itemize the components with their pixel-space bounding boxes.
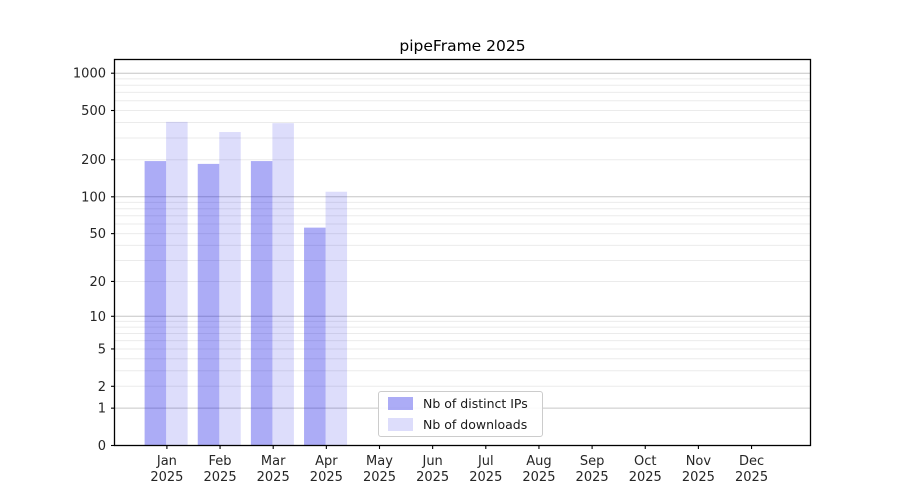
x-tick-label-year: 2025 [310,470,343,485]
axes-spines [113,58,812,447]
bar-distinct-ips-feb [197,163,220,446]
legend-swatch-distinct-ips [388,397,413,410]
y-tick-label: 1 [98,402,106,417]
legend-swatch-downloads [388,418,413,431]
x-tick-label-month: Apr [315,454,338,469]
x-tick-label-month: Jan [156,454,177,469]
x-tick-label-month: Feb [209,454,232,469]
bar-downloads-jan [166,121,188,446]
x-tick-label-year: 2025 [735,470,768,485]
bar-distinct-ips-jan [144,161,167,446]
y-tick-label: 2 [98,380,106,395]
x-tick-label-year: 2025 [576,470,609,485]
y-tick-label: 10 [89,310,106,325]
y-tick-label: 50 [89,227,106,242]
x-tick-label-year: 2025 [682,470,715,485]
bar-downloads-mar [272,123,294,446]
x-tick-label-month: Jul [477,454,494,469]
bar-downloads-apr [325,191,348,446]
x-tick-label-year: 2025 [257,470,290,485]
y-tick-label: 5 [98,342,106,357]
plot-area: 01251020501002005001000Jan2025Feb2025Mar… [73,58,812,485]
legend-label: Nb of downloads [423,417,528,432]
y-tick-label: 100 [81,190,106,205]
legend-label: Nb of distinct IPs [423,396,528,411]
x-tick-label-month: Nov [686,454,712,469]
x-tick-label-year: 2025 [469,470,502,485]
x-tick-label-month: Mar [261,454,286,469]
x-tick-label-month: Jun [421,454,442,469]
x-tick-label-year: 2025 [363,470,396,485]
legend-item: Nb of distinct IPs [388,396,533,411]
chart-title: pipeFrame 2025 [399,37,526,55]
bar-distinct-ips-apr [304,227,326,446]
x-tick-label-year: 2025 [150,470,183,485]
legend-item: Nb of downloads [388,417,533,432]
x-tick-label-year: 2025 [629,470,662,485]
x-tick-label-year: 2025 [204,470,237,485]
x-tick-label-month: Oct [634,454,656,469]
x-tick-label-month: May [366,454,393,469]
x-tick-label-month: Dec [739,454,764,469]
x-tick-label-year: 2025 [522,470,555,485]
x-tick-label-month: Sep [580,454,605,469]
x-tick-label-month: Aug [526,454,551,469]
bar-distinct-ips-mar [250,161,273,446]
legend: Nb of distinct IPs Nb of downloads [378,391,543,437]
y-tick-label: 0 [98,439,106,454]
y-tick-label: 20 [89,275,106,290]
x-tick-label-year: 2025 [416,470,449,485]
bar-downloads-feb [219,132,241,446]
y-tick-label: 500 [81,104,106,119]
y-tick-label: 200 [81,153,106,168]
y-tick-label: 1000 [73,67,106,82]
